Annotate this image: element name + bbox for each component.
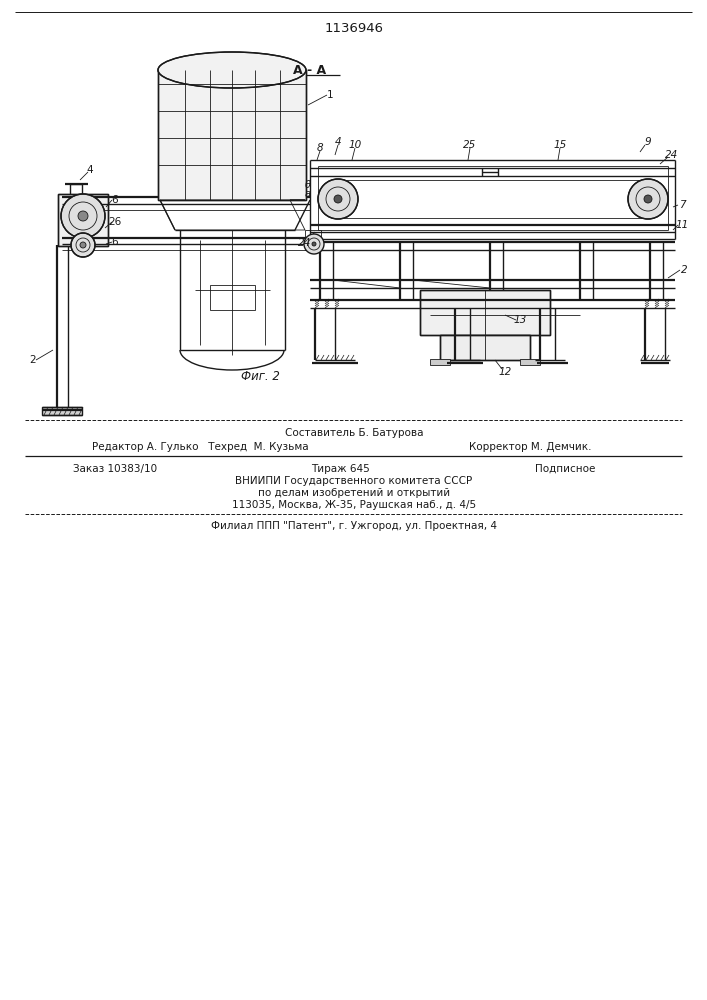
Text: по делам изобретений и открытий: по делам изобретений и открытий <box>258 488 450 498</box>
Circle shape <box>628 179 668 219</box>
Text: 2: 2 <box>681 265 687 275</box>
Circle shape <box>304 234 324 254</box>
Text: 25: 25 <box>463 140 477 150</box>
Text: Составитель Б. Батурова: Составитель Б. Батурова <box>285 428 423 438</box>
Text: 11: 11 <box>675 220 689 230</box>
Bar <box>440 335 530 360</box>
Text: Подписное: Подписное <box>534 464 595 474</box>
Text: 2: 2 <box>30 355 36 365</box>
Text: 1: 1 <box>327 90 333 100</box>
Text: 4: 4 <box>87 165 93 175</box>
Text: 15: 15 <box>554 140 566 150</box>
Text: а: а <box>305 189 311 199</box>
Text: А - А: А - А <box>293 64 327 77</box>
Circle shape <box>61 194 105 238</box>
Text: 13: 13 <box>513 315 527 325</box>
Text: Филиал ППП "Патент", г. Ужгород, ул. Проектная, 4: Филиал ППП "Патент", г. Ужгород, ул. Про… <box>211 521 497 531</box>
Bar <box>210 285 255 310</box>
Bar <box>305 230 321 250</box>
Text: 24: 24 <box>298 238 312 248</box>
Circle shape <box>80 242 86 248</box>
Text: Редактор А. Гулько   Техред  М. Кузьма: Редактор А. Гулько Техред М. Кузьма <box>92 442 308 452</box>
Circle shape <box>318 179 358 219</box>
Bar <box>158 70 306 200</box>
Circle shape <box>644 195 652 203</box>
Ellipse shape <box>158 52 306 88</box>
Bar <box>430 359 450 365</box>
Text: Заказ 10383/10: Заказ 10383/10 <box>73 464 157 474</box>
Text: θ: θ <box>305 180 311 190</box>
Text: 6: 6 <box>112 237 118 247</box>
Bar <box>58 194 108 246</box>
Text: Тираж 645: Тираж 645 <box>310 464 369 474</box>
Circle shape <box>71 233 95 257</box>
Bar <box>520 359 540 365</box>
Text: Корректор М. Демчик.: Корректор М. Демчик. <box>469 442 591 452</box>
Text: 7: 7 <box>679 200 685 210</box>
Text: 8: 8 <box>317 143 323 153</box>
Circle shape <box>334 195 342 203</box>
Text: ВНИИПИ Государственного комитета СССР: ВНИИПИ Государственного комитета СССР <box>235 476 472 486</box>
Text: 24: 24 <box>665 150 679 160</box>
Circle shape <box>312 242 316 246</box>
Text: 1136946: 1136946 <box>325 21 383 34</box>
Text: 10: 10 <box>349 140 361 150</box>
Bar <box>440 335 530 360</box>
Text: 26: 26 <box>108 217 122 227</box>
Text: 6: 6 <box>112 195 118 205</box>
Text: 4: 4 <box>334 137 341 147</box>
Text: 9: 9 <box>645 137 651 147</box>
Text: 113035, Москва, Ж-35, Раушская наб., д. 4/5: 113035, Москва, Ж-35, Раушская наб., д. … <box>232 500 476 510</box>
Bar <box>42 407 82 415</box>
Bar <box>58 194 108 246</box>
Text: Фиг. 2: Фиг. 2 <box>240 370 279 383</box>
Bar <box>420 290 550 335</box>
Circle shape <box>78 211 88 221</box>
Text: 12: 12 <box>498 367 512 377</box>
Bar <box>158 70 306 200</box>
Bar <box>420 290 550 335</box>
